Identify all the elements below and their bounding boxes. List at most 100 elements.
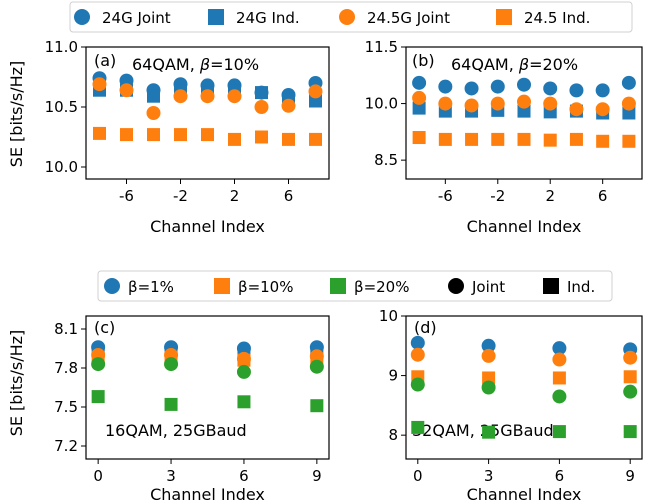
data-point: [282, 132, 295, 146]
data-point: [201, 128, 214, 142]
data-point: [481, 348, 496, 363]
top-legend-245g-joint: 24.5G Joint: [339, 9, 450, 27]
legend-marker: [104, 278, 120, 294]
data-point: [481, 380, 496, 395]
legend-marker: [214, 278, 230, 294]
data-point: [517, 94, 531, 109]
data-point: [93, 126, 106, 140]
plot-frame: [85, 46, 330, 180]
data-point: [147, 89, 160, 103]
data-point: [552, 341, 567, 356]
x-tick-label: -6: [119, 187, 134, 205]
data-point: [543, 81, 558, 96]
y-tick-label: 10: [379, 307, 398, 325]
series--1-ind-: [91, 344, 324, 359]
y-tick-label: 11.0: [45, 38, 78, 56]
data-point: [410, 335, 425, 350]
bottom-y-axis-label: SE [bits/s/Hz]: [7, 330, 26, 437]
data-point: [464, 81, 479, 96]
data-point: [482, 425, 496, 439]
series--10-ind-: [411, 370, 637, 385]
bottom-legend-beta-1: β=1%: [104, 278, 174, 296]
x-tick-label: 0: [413, 467, 423, 485]
data-point: [412, 75, 427, 90]
x-tick-label: 0: [93, 467, 103, 485]
x-tick-label: 2: [545, 187, 555, 205]
data-point: [543, 133, 557, 147]
x-axis-label: Channel Index: [150, 217, 265, 236]
data-point: [623, 370, 637, 384]
data-point: [596, 134, 610, 148]
data-point: [91, 357, 106, 372]
y-tick-label: 10.0: [45, 158, 78, 176]
legend-marker: [74, 9, 90, 25]
data-point: [412, 131, 426, 145]
legend-label: β=1%: [128, 278, 174, 296]
x-tick-label: 6: [239, 467, 249, 485]
x-tick-label: 6: [598, 187, 608, 205]
y-tick-label: 7.8: [54, 359, 78, 377]
bottom-legend-joint: Joint: [448, 278, 505, 296]
data-point: [164, 397, 178, 411]
plot-frame: [405, 46, 643, 180]
y-tick-label: 10.0: [365, 95, 398, 113]
data-point: [491, 132, 505, 146]
x-tick-label: 6: [284, 187, 294, 205]
data-point: [410, 347, 425, 362]
data-point: [91, 390, 105, 404]
plot-frame: [85, 315, 330, 460]
data-point: [438, 79, 453, 94]
legend-marker: [496, 9, 512, 25]
y-tick-label: 9: [388, 367, 398, 385]
data-point: [255, 130, 268, 144]
legend-marker: [339, 9, 355, 25]
legend-marker: [543, 278, 559, 294]
x-axis-label: Channel Index: [150, 485, 265, 504]
y-tick-label: 7.2: [54, 437, 78, 455]
data-point: [119, 83, 134, 98]
top-y-axis-label: SE [bits/s/Hz]: [7, 61, 26, 168]
series--10-joint: [91, 348, 324, 366]
data-point: [595, 83, 610, 98]
data-point: [465, 132, 479, 146]
series-24-5g-joint: [92, 77, 323, 120]
x-tick-label: 3: [484, 467, 494, 485]
data-point: [309, 359, 324, 374]
series-24g-joint: [412, 75, 636, 98]
data-point: [309, 132, 322, 146]
y-tick-label: 8: [388, 426, 398, 444]
top-legend-24g-ind: 24G Ind.: [208, 9, 300, 27]
data-point: [481, 338, 496, 353]
bottom-legend-beta-20: β=20%: [330, 278, 409, 296]
data-point: [228, 132, 241, 146]
legend-label: 24G Joint: [102, 9, 171, 27]
legend-label: 24.5G Joint: [367, 9, 450, 27]
data-point: [438, 132, 452, 146]
series--10-joint: [410, 347, 638, 367]
data-point: [490, 79, 505, 94]
data-point: [237, 353, 251, 367]
data-point: [308, 84, 323, 99]
data-point: [623, 384, 638, 399]
series--20-ind-: [91, 390, 324, 413]
legend-label: 24G Ind.: [236, 9, 300, 27]
legend-marker: [208, 9, 224, 25]
data-point: [412, 101, 426, 115]
data-point: [164, 357, 179, 372]
bottom-legend-beta-10: β=10%: [214, 278, 293, 296]
data-point: [552, 425, 566, 439]
data-point: [595, 102, 610, 117]
series--10-ind-: [91, 351, 324, 367]
data-point: [517, 77, 531, 92]
data-point: [200, 89, 215, 104]
data-point: [517, 132, 531, 146]
panel-label-b: (b): [412, 51, 435, 70]
y-tick-label: 11.5: [365, 38, 398, 56]
data-point: [569, 102, 584, 117]
x-tick-label: 2: [230, 187, 240, 205]
panel-label-a: (a): [94, 51, 116, 70]
data-point: [255, 86, 268, 100]
data-point: [552, 371, 566, 385]
